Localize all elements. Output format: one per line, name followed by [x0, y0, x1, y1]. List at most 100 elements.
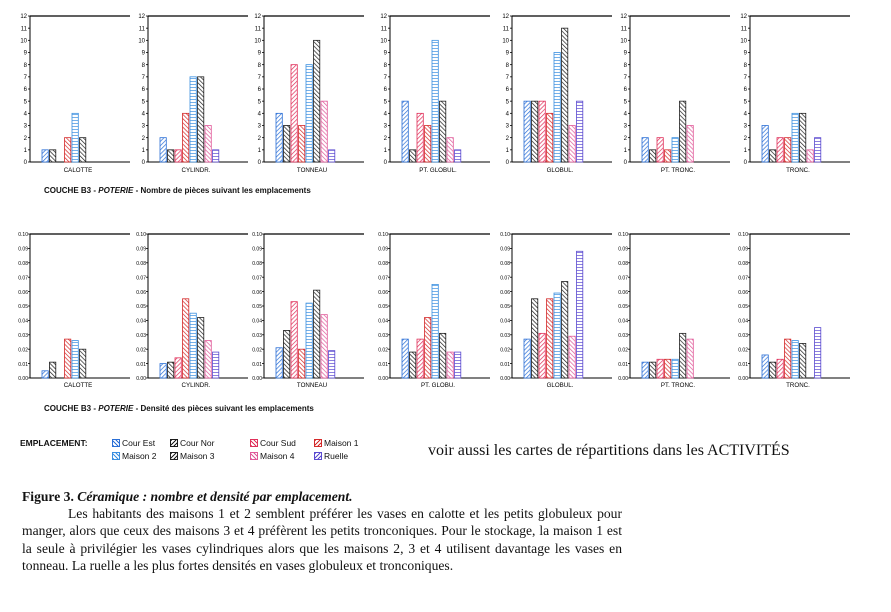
y-tick-label: 2	[24, 136, 28, 142]
y-tick-label: 0.05	[500, 304, 510, 310]
y-tick-label: 4	[624, 112, 628, 118]
legend-item-cour-nor: Cour Nor	[170, 438, 214, 448]
legend-swatch	[170, 439, 178, 447]
bar-ruelle	[328, 350, 336, 379]
y-tick-label: 0.00	[378, 376, 388, 382]
bar-maison-1	[64, 338, 72, 379]
bar-cour-nor	[49, 361, 57, 379]
y-tick-label: 0.10	[738, 232, 748, 238]
y-tick-label: 8	[744, 63, 748, 69]
y-tick-label: 7	[506, 75, 510, 81]
bar-cour-sud	[538, 332, 546, 379]
bar-maison-1	[664, 149, 672, 163]
chart-grid: 0123456789101112CALOTTE0123456789101112C…	[18, 14, 850, 389]
y-tick-label: 0.04	[500, 319, 510, 325]
bar-maison-3	[79, 348, 87, 379]
legend-swatch	[112, 439, 120, 447]
chart-density-3: 0.00 0.01 0.02 0.03 0.04 0.05 0.06 0.07 0.08 0.09…	[378, 232, 490, 389]
y-tick-label: 0.08	[618, 261, 628, 267]
bar-cour-nor	[531, 100, 539, 163]
y-tick-label: 2	[744, 136, 748, 142]
y-tick-label: 0.09	[618, 247, 628, 253]
legend-swatch	[112, 452, 120, 460]
bar-maison-3	[799, 343, 807, 379]
chart-density-4: 0.00 0.01 0.02 0.03 0.04 0.05 0.06 0.07 0.08 0.09…	[500, 232, 612, 389]
y-tick-label: 0.04	[18, 319, 28, 325]
bar-ruelle	[814, 137, 822, 163]
y-tick-label: 3	[624, 124, 628, 130]
bar-cour-est	[761, 354, 769, 379]
y-tick-label: 8	[624, 63, 628, 69]
y-tick-label: 0.00	[500, 376, 510, 382]
bar-cour-est	[159, 137, 167, 163]
bar-cour-est	[275, 347, 283, 379]
y-tick-label: 0.04	[136, 319, 146, 325]
legend-item-maison-3: Maison 3	[170, 451, 215, 461]
y-tick-label: 10	[138, 39, 145, 45]
y-tick-label: 0	[624, 160, 628, 166]
bar-maison-2	[305, 302, 313, 379]
y-tick-label: 11	[21, 26, 28, 32]
y-tick-label: 10	[380, 39, 387, 45]
y-tick-label: 6	[506, 87, 510, 93]
bar-maison-3	[679, 100, 687, 163]
y-tick-label: 0.01	[136, 362, 146, 368]
bar-cour-est	[401, 100, 409, 163]
bar-cour-est	[159, 363, 167, 379]
bar-maison-2	[671, 358, 679, 379]
category-label: GLOBUL.	[547, 382, 574, 389]
y-tick-label: 0.08	[378, 261, 388, 267]
bar-maison-2	[553, 292, 561, 379]
legend-item-maison-2: Maison 2	[112, 451, 157, 461]
y-tick-label: 1	[384, 148, 388, 154]
y-tick-label: 0.02	[738, 347, 748, 353]
bar-cour-sud	[174, 357, 182, 379]
bar-maison-3	[197, 317, 205, 379]
y-tick-label: 0	[258, 160, 262, 166]
y-tick-label: 0.06	[500, 290, 510, 296]
y-tick-label: 0.08	[136, 261, 146, 267]
bar-maison-1	[298, 125, 306, 163]
legend-swatch	[250, 439, 258, 447]
y-tick-label: 0.04	[738, 319, 748, 325]
bar-maison-4	[686, 125, 694, 163]
y-tick-label: 0.00	[252, 376, 262, 382]
y-tick-label: 0.05	[618, 304, 628, 310]
y-tick-label: 0	[384, 160, 388, 166]
y-tick-label: 6	[258, 87, 262, 93]
bar-ruelle	[328, 149, 336, 163]
category-label: TRONC.	[786, 382, 810, 389]
bar-maison-2	[189, 76, 197, 163]
bar-maison-1	[546, 298, 554, 379]
y-tick-label: 0.09	[738, 247, 748, 253]
y-tick-label: 4	[506, 112, 510, 118]
y-tick-label: 9	[506, 51, 510, 57]
figure-title: Céramique : nombre et densité par emplac…	[77, 489, 353, 504]
y-tick-label: 11	[503, 26, 510, 32]
y-tick-label: 4	[384, 112, 388, 118]
bar-cour-sud	[538, 100, 546, 163]
figure-label: Figure 3.	[22, 489, 74, 504]
y-tick-label: 0.08	[738, 261, 748, 267]
y-tick-label: 0.00	[738, 376, 748, 382]
y-tick-label: 0.07	[738, 275, 748, 281]
see-also-note: voir aussi les cartes de répartitions da…	[428, 442, 790, 459]
legend-item-cour-sud: Cour Sud	[250, 438, 296, 448]
y-tick-label: 0	[744, 160, 748, 166]
y-tick-label: 0.07	[252, 275, 262, 281]
bar-maison-3	[79, 137, 87, 163]
bar-maison-3	[439, 100, 447, 163]
bar-maison-2	[553, 52, 561, 163]
y-tick-label: 0.00	[136, 376, 146, 382]
category-label: TRONC.	[786, 167, 810, 174]
y-tick-label: 0.07	[18, 275, 28, 281]
y-tick-label: 6	[744, 87, 748, 93]
y-tick-label: 5	[624, 99, 628, 105]
chart-density-0: 0.00 0.01 0.02 0.03 0.04 0.05 0.06 0.07 0.08 0.09…	[18, 232, 130, 389]
bar-cour-sud	[174, 149, 182, 163]
bar-cour-est	[761, 125, 769, 163]
y-tick-label: 6	[142, 87, 146, 93]
y-tick-label: 8	[258, 63, 262, 69]
